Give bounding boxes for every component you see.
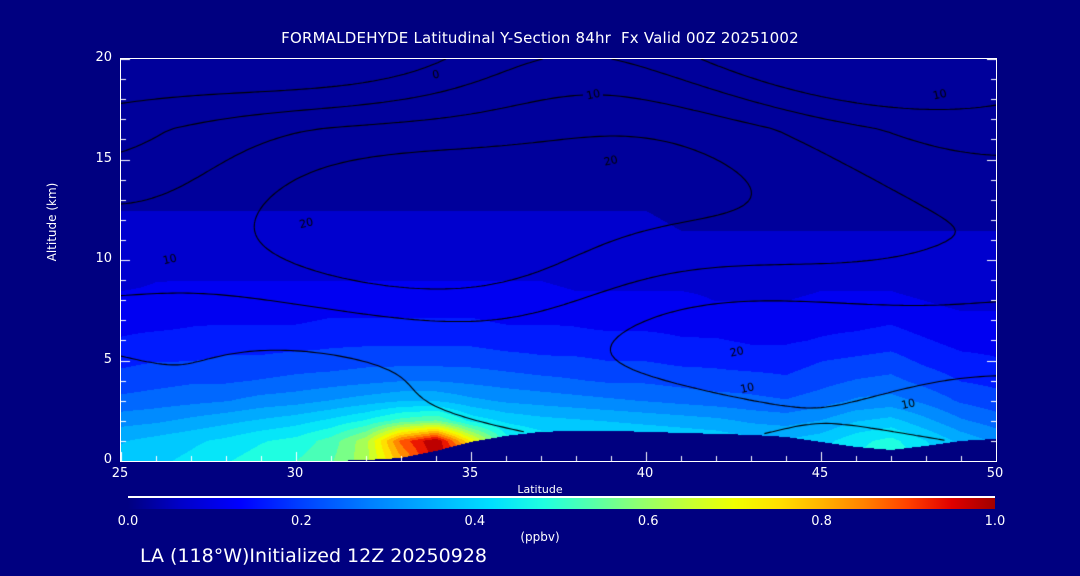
colorbar-tick-label: 1.0 bbox=[984, 514, 1006, 529]
colorbar-gradient bbox=[128, 498, 995, 509]
y-tick-label: 0 bbox=[103, 452, 112, 467]
colorbar-tick-label: 0.0 bbox=[117, 514, 139, 529]
colorbar-tick-label: 0.2 bbox=[291, 514, 312, 529]
colorbar-tick-label: 0.6 bbox=[637, 514, 659, 529]
y-tick-label: 10 bbox=[95, 251, 112, 266]
figure-title: FORMALDEHYDE Latitudinal Y-Section 84hr … bbox=[281, 29, 799, 47]
colorbar-unit-label: (ppbv) bbox=[520, 530, 560, 544]
y-tick-label: 20 bbox=[95, 50, 112, 65]
cross-section-canvas bbox=[121, 59, 996, 461]
x-axis-label: Latitude bbox=[517, 483, 563, 496]
x-tick-label: 50 bbox=[986, 466, 1004, 481]
y-tick-label: 5 bbox=[103, 351, 112, 367]
colorbar-tick-label: 0.8 bbox=[811, 514, 832, 529]
x-tick-label: 30 bbox=[286, 466, 304, 481]
x-tick-label: 40 bbox=[636, 466, 654, 481]
x-tick-label: 25 bbox=[111, 466, 129, 481]
colorbar bbox=[128, 496, 995, 509]
colorbar-top-rule bbox=[128, 496, 995, 498]
figure-caption: LA (118°W)Initialized 12Z 20250928 bbox=[140, 545, 487, 567]
y-axis-label: Altitude (km) bbox=[45, 182, 59, 262]
x-tick-label: 45 bbox=[811, 466, 829, 481]
x-tick-label: 35 bbox=[461, 466, 479, 481]
colorbar-tick-label: 0.4 bbox=[464, 514, 486, 529]
plot-area bbox=[120, 58, 997, 462]
y-tick-label: 15 bbox=[95, 150, 112, 166]
